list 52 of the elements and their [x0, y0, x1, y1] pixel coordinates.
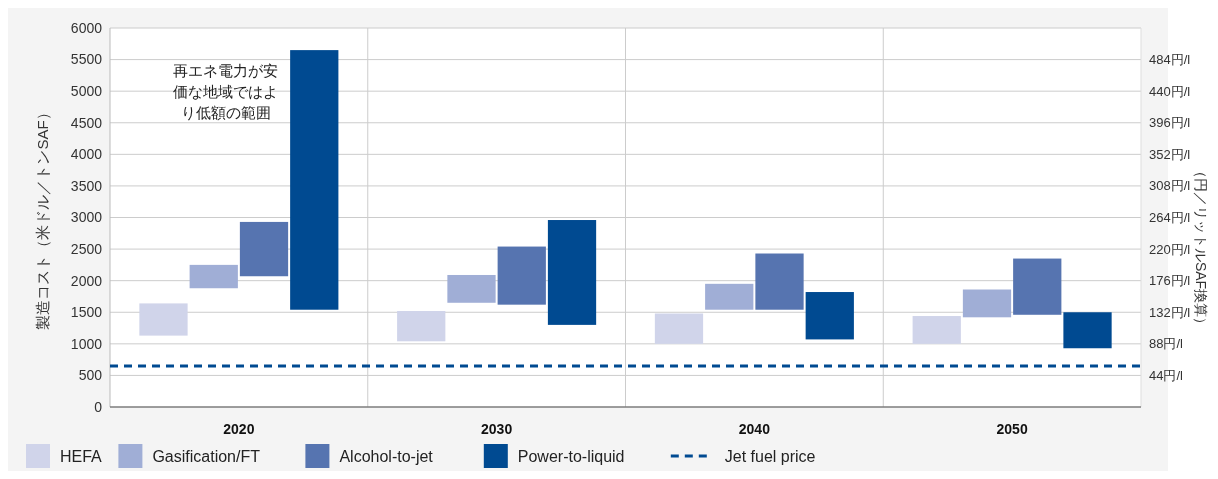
y-tick-label: 2000 [70, 272, 103, 289]
y-tick-label: 6000 [70, 19, 103, 36]
y-tick-label: 1500 [70, 304, 103, 321]
legend-label: Jet fuel price [724, 447, 816, 465]
bar [139, 303, 188, 336]
bar [397, 310, 446, 342]
y2-tick-label: 352円/l [1149, 146, 1191, 162]
y-tick-label: 5500 [70, 51, 103, 68]
y-tick-label: 4000 [70, 146, 103, 163]
y-tick-label: 4500 [70, 114, 103, 131]
legend-label: Power-to-liquid [517, 447, 625, 465]
bar [805, 292, 854, 340]
x-tick-label: 2020 [223, 421, 255, 437]
y2-tick-label: 440円/l [1149, 83, 1191, 99]
y2-tick-label: 88円/l [1149, 336, 1184, 352]
bar [239, 221, 289, 277]
y2-tick-label: 176円/l [1149, 273, 1191, 289]
y2-tick-label: 132円/l [1149, 304, 1191, 320]
y2-tick-label: 264円/l [1149, 210, 1191, 226]
legend-label: Gasification/FT [152, 447, 261, 465]
x-tick-label: 2050 [996, 421, 1028, 437]
bar [290, 50, 339, 310]
y-tick-label: 1000 [70, 335, 103, 352]
y-axis-title: 製造コスト（米ドル／トンSAF） [34, 105, 51, 330]
y2-tick-label: 220円/l [1149, 241, 1191, 257]
y2-tick-label: 396円/l [1149, 115, 1191, 131]
bar [705, 283, 754, 310]
bar [189, 264, 238, 289]
legend-label: Alcohol-to-jet [339, 447, 434, 465]
bar [447, 274, 496, 303]
y-tick-label: 2500 [70, 240, 103, 257]
y2-tick-label: 308円/l [1149, 178, 1191, 194]
bar [497, 246, 546, 305]
x-tick-label: 2040 [738, 421, 771, 437]
y-tick-label: 3000 [70, 209, 103, 226]
bar [654, 313, 704, 344]
y-tick-label: 5000 [70, 83, 103, 100]
legend-label: HEFA [60, 447, 103, 465]
bar [1013, 258, 1062, 315]
y2-axis-title: （円／リットルSAF換算） [1193, 163, 1209, 332]
bar [755, 253, 804, 310]
bar [912, 316, 961, 344]
y2-tick-label: 44円/l [1149, 367, 1184, 383]
bar [962, 289, 1012, 318]
y2-tick-label: 484円/l [1149, 52, 1191, 68]
annotation: 再エネ電力が安価な地域ではより低額の範囲 [173, 62, 279, 121]
bar [547, 220, 597, 325]
y-tick-label: 500 [78, 367, 103, 384]
y-tick-label: 0 [94, 398, 103, 415]
bar [1063, 312, 1112, 349]
y-tick-label: 3500 [70, 177, 103, 194]
x-tick-label: 2030 [481, 421, 513, 437]
